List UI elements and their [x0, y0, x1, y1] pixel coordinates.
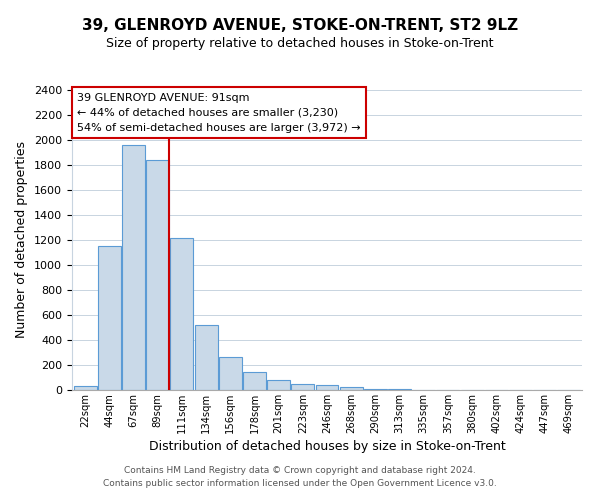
Text: Size of property relative to detached houses in Stoke-on-Trent: Size of property relative to detached ho…: [106, 38, 494, 51]
Bar: [170, 238, 193, 390]
X-axis label: Distribution of detached houses by size in Stoke-on-Trent: Distribution of detached houses by size …: [149, 440, 505, 453]
Bar: [316, 385, 338, 390]
Bar: [292, 384, 314, 390]
Y-axis label: Number of detached properties: Number of detached properties: [16, 142, 28, 338]
Bar: [267, 380, 290, 390]
Bar: [243, 372, 266, 390]
Bar: [122, 145, 145, 390]
Bar: [194, 325, 218, 390]
Bar: [219, 357, 242, 390]
Bar: [388, 389, 411, 390]
Bar: [74, 386, 97, 390]
Text: Contains HM Land Registry data © Crown copyright and database right 2024.
Contai: Contains HM Land Registry data © Crown c…: [103, 466, 497, 487]
Bar: [340, 386, 362, 390]
Bar: [364, 389, 387, 390]
Bar: [146, 160, 169, 390]
Text: 39 GLENROYD AVENUE: 91sqm
← 44% of detached houses are smaller (3,230)
54% of se: 39 GLENROYD AVENUE: 91sqm ← 44% of detac…: [77, 93, 361, 132]
Bar: [98, 246, 121, 390]
Text: 39, GLENROYD AVENUE, STOKE-ON-TRENT, ST2 9LZ: 39, GLENROYD AVENUE, STOKE-ON-TRENT, ST2…: [82, 18, 518, 32]
